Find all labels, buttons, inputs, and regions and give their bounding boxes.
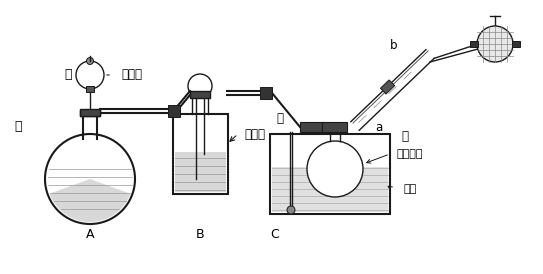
Text: 丙: 丙	[401, 130, 408, 142]
Text: b: b	[390, 39, 397, 52]
Text: 水浴: 水浴	[403, 184, 416, 194]
Circle shape	[307, 141, 363, 197]
Circle shape	[76, 61, 104, 89]
Text: 浓硫酸: 浓硫酸	[244, 127, 266, 141]
Text: 甲: 甲	[64, 68, 72, 81]
Text: 丁: 丁	[276, 113, 283, 125]
Text: 发烟硫酸: 发烟硫酸	[397, 149, 423, 159]
Bar	[190, 91, 210, 98]
Bar	[86, 86, 94, 92]
Text: 浓盐酸: 浓盐酸	[122, 68, 142, 81]
Text: 乙: 乙	[14, 119, 22, 133]
Wedge shape	[49, 179, 130, 222]
Bar	[80, 109, 100, 116]
Circle shape	[287, 206, 295, 214]
Bar	[80, 110, 100, 116]
Bar	[381, 80, 395, 94]
Circle shape	[477, 26, 513, 62]
Bar	[168, 105, 180, 117]
Text: a: a	[375, 121, 382, 134]
Bar	[270, 134, 390, 214]
Circle shape	[86, 58, 93, 64]
Bar	[470, 41, 478, 47]
Bar	[512, 41, 520, 47]
Text: B: B	[195, 227, 204, 241]
Bar	[260, 87, 272, 99]
Bar	[272, 167, 388, 212]
Bar	[173, 114, 228, 194]
Circle shape	[45, 134, 135, 224]
Bar	[322, 122, 347, 132]
Text: C: C	[270, 227, 280, 241]
Bar	[175, 152, 226, 192]
Circle shape	[188, 74, 212, 98]
Text: A: A	[86, 227, 94, 241]
Bar	[300, 122, 325, 132]
